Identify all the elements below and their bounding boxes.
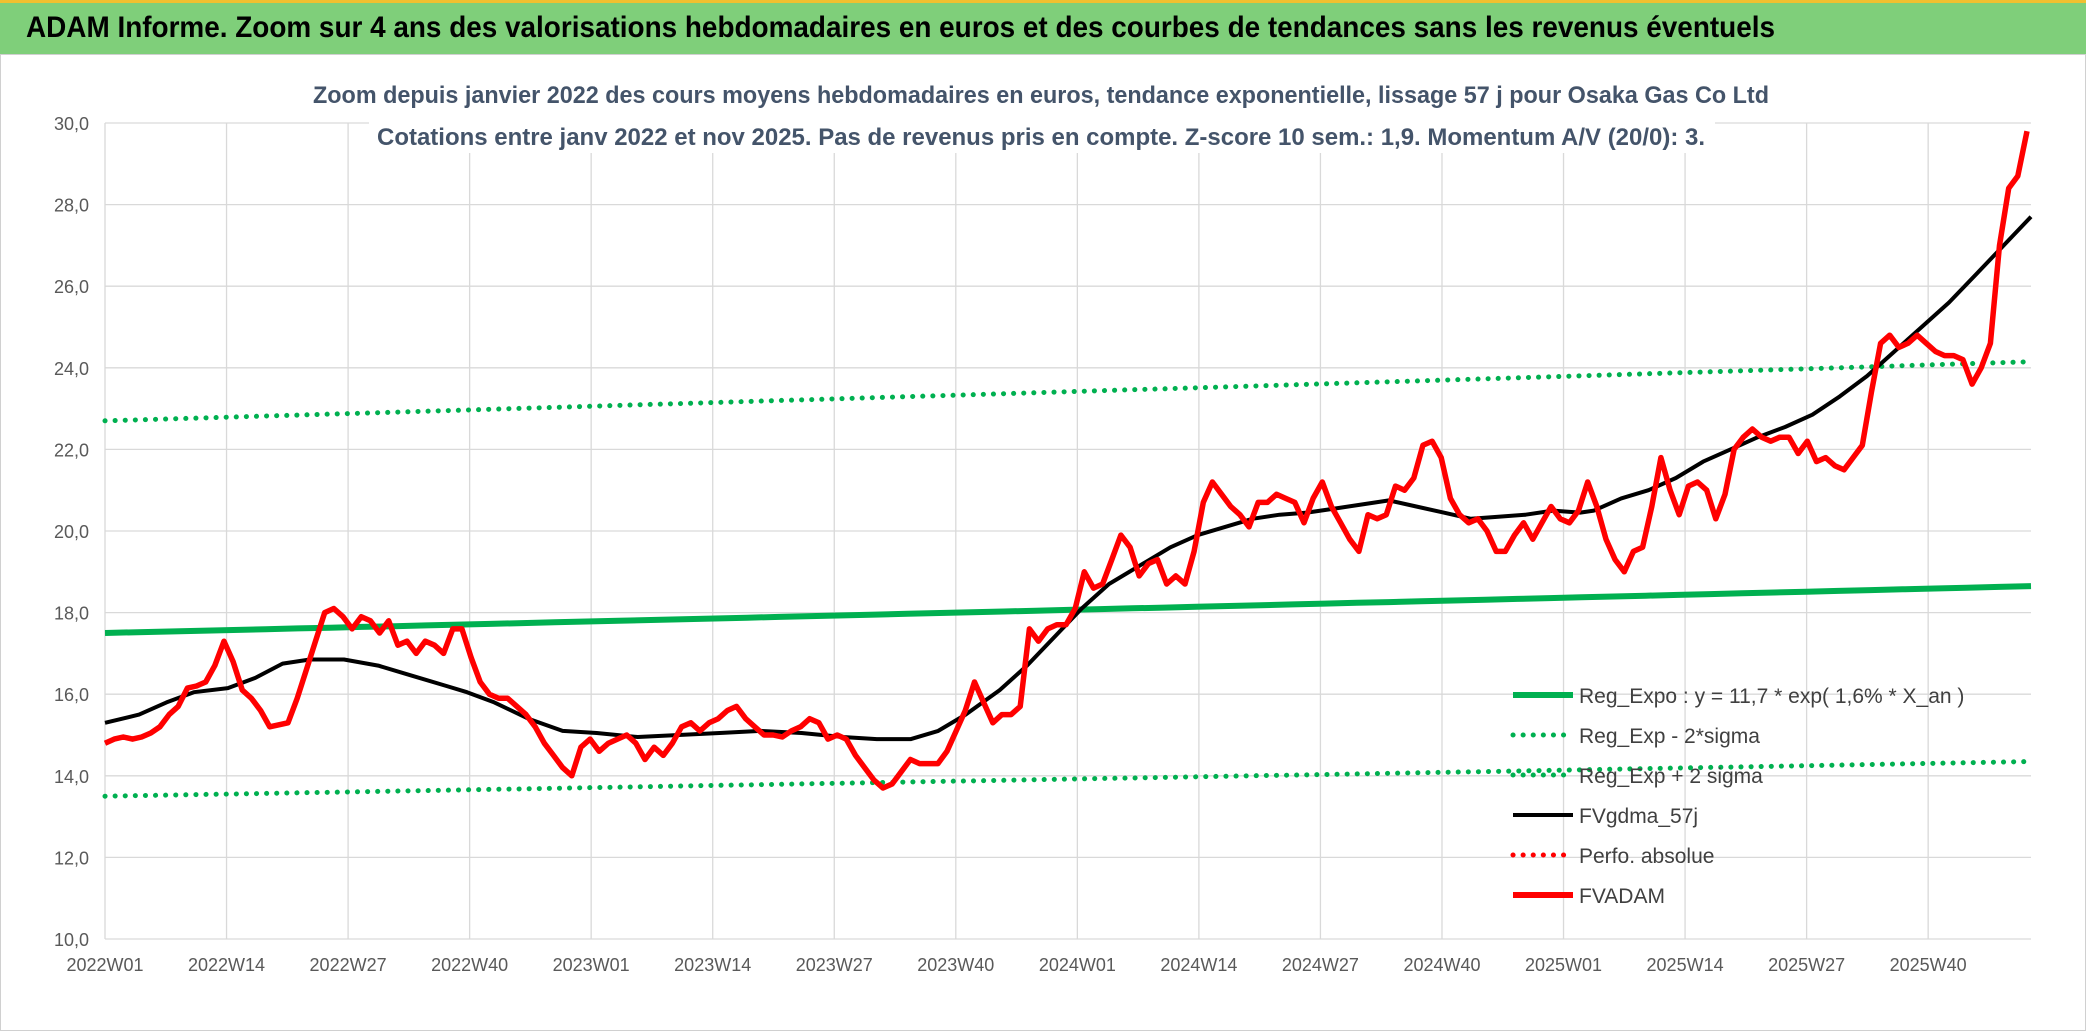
chart-title-bg [309,77,1775,111]
y-tick-label: 20,0 [54,522,89,542]
x-tick-label: 2025W14 [1647,955,1724,975]
y-tick-label: 18,0 [54,604,89,624]
report-banner: ADAM Informe. Zoom sur 4 ans des valoris… [0,0,2086,54]
legend-item: Reg_Expo : y = 11,7 * exp( 1,6% * X_an ) [1513,685,1964,708]
legend-item: Reg_Exp - 2*sigma [1510,725,1760,748]
x-tick-label: 2022W01 [66,955,143,975]
series-fvadam [103,130,2030,791]
x-tick-label: 2023W27 [796,955,873,975]
chart-subtitle-bg [369,119,1715,153]
y-tick-label: 12,0 [54,848,89,868]
y-tick-label: 26,0 [54,277,89,297]
legend-item: FVgdma_57j [1513,805,1698,828]
series-layer [102,130,2034,799]
y-tick-label: 22,0 [54,440,89,460]
x-tick-label: 2024W27 [1282,955,1359,975]
x-tick-label: 2023W01 [553,955,630,975]
series-fvgdma-57j [104,215,2033,742]
x-tick-label: 2022W40 [431,955,508,975]
series-reg-plus-2sigma [102,359,2034,424]
x-axis-ticks: 2022W01 2022W14 2022W27 2022W40 2023W01 2023W… [66,955,1966,975]
legend-label: Reg_Exp + 2 sigma [1579,765,1763,788]
chart-svg: 10,0 12,0 14,0 16,0 18,0 20,0 22,0 24,0 26,0 28,0… [54,77,2034,975]
grid-lines [104,122,2031,940]
chart-area: 10,0 12,0 14,0 16,0 18,0 20,0 22,0 24,0 26,0 28,0… [0,54,2086,1031]
x-tick-label: 2025W01 [1525,955,1602,975]
legend-label: Perfo. absolue [1579,845,1714,868]
x-tick-label: 2025W40 [1890,955,1967,975]
y-tick-label: 14,0 [54,767,89,787]
y-tick-label: 24,0 [54,359,89,379]
y-tick-label: 28,0 [54,196,89,216]
series-reg-expo [104,583,2032,636]
legend-item: FVADAM [1513,885,1665,908]
legend-label: Reg_Exp - 2*sigma [1579,725,1760,748]
legend-item: Reg_Exp + 2 sigma [1510,765,1763,788]
y-tick-label: 16,0 [54,685,89,705]
legend-item: Perfo. absolue [1510,845,1714,868]
y-axis-ticks: 10,0 12,0 14,0 16,0 18,0 20,0 22,0 24,0 26,0 28,0… [54,114,89,950]
chart-titles: Zoom depuis janvier 2022 des cours moyen… [309,77,1775,153]
x-tick-label: 2022W14 [188,955,265,975]
x-tick-label: 2023W14 [674,955,751,975]
x-tick-label: 2022W27 [310,955,387,975]
y-tick-label: 30,0 [54,114,89,134]
chart-title: Zoom depuis janvier 2022 des cours moyen… [313,82,1769,109]
report-title: ADAM Informe. Zoom sur 4 ans des valoris… [26,11,1775,44]
x-tick-label: 2024W01 [1039,955,1116,975]
legend: Reg_Expo : y = 11,7 * exp( 1,6% * X_an )… [1510,685,1964,908]
legend-label: Reg_Expo : y = 11,7 * exp( 1,6% * X_an ) [1579,685,1964,708]
y-tick-label: 10,0 [54,930,89,950]
x-tick-label: 2024W40 [1403,955,1480,975]
series-reg-minus-2sigma [102,759,2034,799]
x-tick-label: 2024W14 [1160,955,1237,975]
legend-label: FVADAM [1579,885,1665,908]
legend-label: FVgdma_57j [1579,805,1698,828]
x-tick-label: 2025W27 [1768,955,1845,975]
chart-subtitle: Cotations entre janv 2022 et nov 2025. P… [377,124,1705,151]
x-tick-label: 2023W40 [917,955,994,975]
